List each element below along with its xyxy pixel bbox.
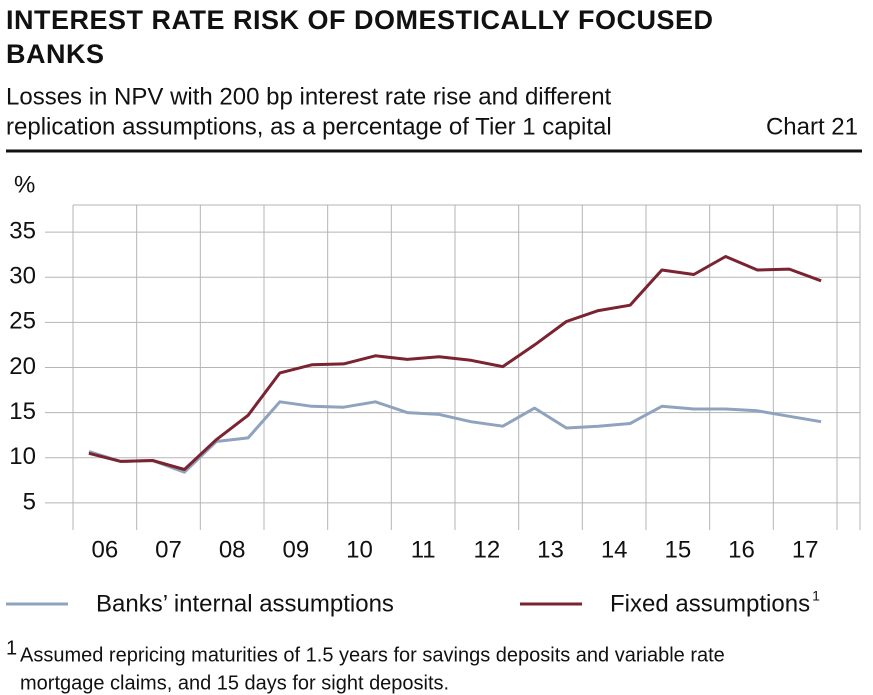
x-tick-label: 12 — [473, 536, 500, 563]
chart-title: INTEREST RATE RISK OF DOMESTICALLY FOCUS… — [6, 5, 714, 35]
chart-number: Chart 21 — [766, 113, 858, 140]
x-tick-label: 08 — [219, 536, 246, 563]
y-tick-label: 15 — [9, 398, 36, 425]
y-tick-label: 30 — [9, 263, 36, 290]
y-tick-label: 20 — [9, 353, 36, 380]
legend-label: Fixed assumptions — [610, 590, 810, 617]
x-tick-label: 13 — [537, 536, 564, 563]
y-tick-label: 10 — [9, 443, 36, 470]
footnote-text: Assumed repricing maturities of 1.5 year… — [20, 644, 725, 666]
y-unit: % — [14, 171, 35, 198]
footnote-text: mortgage claims, and 15 days for sight d… — [20, 672, 449, 694]
footnote-marker: 1 — [6, 637, 17, 659]
chart-subtitle: Losses in NPV with 200 bp interest rate … — [6, 83, 612, 110]
x-tick-label: 14 — [601, 536, 628, 563]
series-line — [88, 255, 822, 471]
x-tick-label: 15 — [664, 536, 691, 563]
legend-label: Banks’ internal assumptions — [96, 590, 394, 617]
x-tick-label: 06 — [91, 536, 118, 563]
y-tick-label: 25 — [9, 308, 36, 335]
x-tick-label: 10 — [346, 536, 373, 563]
y-tick-label: 35 — [9, 217, 36, 244]
chart-subtitle: replication assumptions, as a percentage… — [6, 113, 612, 140]
chart-title: BANKS — [6, 39, 105, 69]
x-tick-label: 07 — [155, 536, 182, 563]
x-tick-label: 16 — [728, 536, 755, 563]
y-tick-label: 5 — [23, 488, 36, 515]
legend-footnote-marker: 1 — [812, 588, 820, 604]
x-tick-label: 11 — [411, 536, 436, 563]
x-tick-label: 09 — [282, 536, 309, 563]
x-tick-label: 17 — [792, 536, 819, 563]
